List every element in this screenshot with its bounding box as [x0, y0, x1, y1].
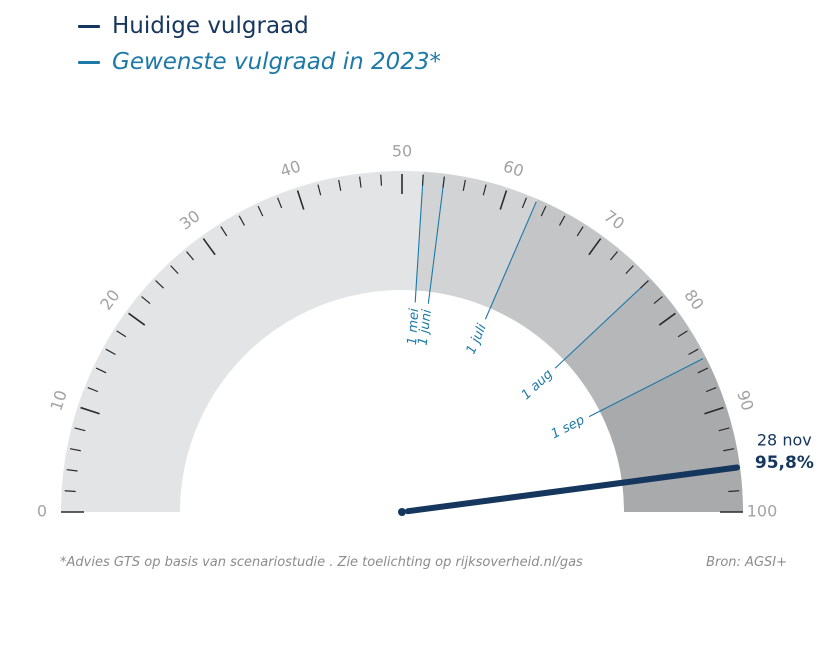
tick-label: 40 — [278, 156, 303, 180]
minor-tick — [677, 330, 688, 338]
minor-tick — [639, 280, 649, 289]
minor-tick — [74, 427, 86, 432]
minor-tick — [141, 296, 151, 305]
minor-tick — [238, 215, 245, 226]
minor-tick — [723, 448, 735, 452]
target-line — [588, 358, 704, 418]
minor-tick — [64, 490, 76, 493]
target-line — [427, 176, 445, 304]
legend-label-current: Huidige vulgraad — [112, 13, 309, 39]
minor-tick — [559, 215, 566, 226]
minor-tick — [462, 179, 466, 191]
gauge-band-0 — [61, 171, 424, 513]
major-tick — [658, 312, 676, 326]
gauge-band-1 — [415, 171, 538, 309]
gauge-band-3 — [563, 278, 706, 412]
target-date-label: 1 juni — [416, 308, 435, 346]
needle-shaft — [404, 464, 741, 515]
minor-tick — [609, 251, 618, 261]
major-tick — [588, 238, 602, 256]
source-label: Bron: AGSI+ — [706, 555, 787, 570]
target-date-label: 1 mei — [405, 308, 422, 346]
legend-item-current: Huidige vulgraad — [78, 8, 441, 44]
minor-tick — [688, 348, 699, 355]
minor-tick — [69, 448, 81, 452]
tick-label: 0 — [37, 502, 47, 521]
minor-tick — [186, 251, 195, 261]
minor-tick — [380, 174, 383, 186]
minor-tick — [421, 174, 424, 186]
tick-label: 60 — [501, 156, 526, 180]
gauge-band-2 — [490, 199, 651, 361]
legend-swatch-target — [78, 60, 100, 64]
current-date-label: 28 nov — [757, 430, 812, 449]
minor-tick — [653, 296, 663, 305]
minor-tick — [697, 367, 709, 374]
current-value-label: 95,8% — [755, 453, 814, 473]
minor-tick — [718, 427, 730, 432]
target-line — [484, 201, 537, 320]
major-tick — [499, 190, 508, 210]
minor-tick — [482, 184, 487, 196]
footnote: *Advies GTS op basis van scenariostudie … — [60, 555, 583, 570]
target-date-label: 1 juli — [464, 321, 490, 356]
minor-tick — [625, 265, 634, 275]
minor-tick — [170, 265, 179, 275]
tick-label: 50 — [392, 142, 412, 161]
major-tick — [128, 312, 146, 326]
minor-tick — [359, 176, 362, 188]
minor-tick — [317, 184, 322, 196]
minor-tick — [521, 197, 527, 209]
tick-label: 10 — [46, 388, 70, 413]
major-tick — [80, 406, 100, 415]
target-date-label: 1 aug — [519, 367, 556, 403]
target-line — [554, 280, 649, 369]
legend-item-target: Gewenste vulgraad in 2023* — [78, 44, 441, 80]
minor-tick — [338, 179, 342, 191]
minor-tick — [576, 226, 584, 237]
tick-label: 100 — [747, 502, 778, 521]
tick-label: 70 — [600, 206, 628, 233]
target-line — [414, 174, 424, 303]
minor-tick — [540, 205, 547, 217]
minor-tick — [116, 330, 127, 338]
minor-tick — [257, 205, 264, 217]
major-tick — [296, 190, 305, 210]
minor-tick — [87, 387, 99, 393]
minor-tick — [95, 367, 107, 374]
legend-swatch-current — [78, 24, 100, 28]
minor-tick — [220, 226, 228, 237]
minor-tick — [105, 348, 116, 355]
legend: Huidige vulgraad Gewenste vulgraad in 20… — [78, 8, 441, 80]
tick-label: 20 — [96, 286, 123, 314]
target-date-label: 1 sep — [549, 413, 587, 442]
minor-tick — [277, 197, 283, 209]
minor-tick — [442, 176, 445, 188]
minor-tick — [705, 387, 717, 393]
major-tick — [202, 238, 216, 256]
tick-label: 90 — [733, 388, 757, 413]
needle-hub — [398, 508, 406, 516]
minor-tick — [66, 469, 78, 472]
major-tick — [704, 406, 724, 415]
minor-tick — [155, 280, 165, 289]
tick-label: 30 — [176, 206, 204, 233]
tick-label: 80 — [680, 286, 707, 314]
minor-tick — [728, 490, 740, 493]
legend-label-target: Gewenste vulgraad in 2023* — [112, 49, 442, 75]
